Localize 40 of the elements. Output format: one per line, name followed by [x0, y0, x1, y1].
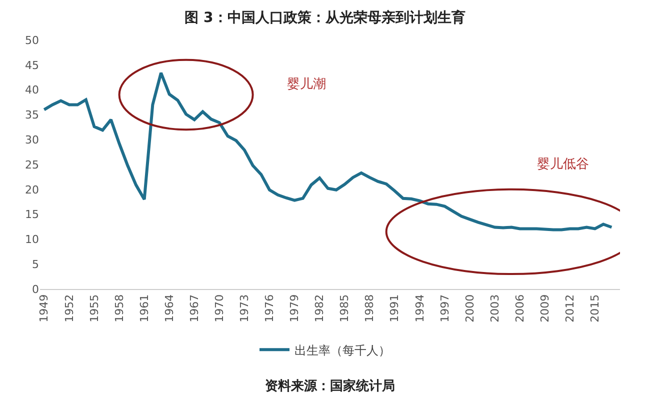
x-tick-label: 1994: [413, 294, 426, 322]
y-tick-label: 35: [25, 108, 39, 122]
x-tick-label: 1979: [288, 294, 302, 322]
y-tick-label: 5: [32, 258, 39, 271]
x-tick-label: 1961: [138, 294, 151, 322]
x-tick-label: 2003: [488, 294, 502, 322]
x-tick-label: 1982: [313, 294, 326, 322]
y-tick-label: 25: [25, 158, 39, 172]
x-tick-label: 1970: [212, 294, 226, 322]
x-tick-label: 1967: [188, 294, 201, 322]
x-tick-label: 1997: [438, 294, 452, 322]
x-tick-label: 1958: [112, 294, 126, 322]
x-tick-label: 1991: [388, 294, 402, 322]
y-tick-label: 20: [25, 183, 39, 196]
x-tick-label: 2015: [588, 294, 602, 322]
x-tick-label: 1949: [38, 294, 51, 322]
x-tick-label: 1964: [162, 294, 176, 322]
x-tick-label: 2009: [538, 294, 552, 322]
x-tick-label: 2006: [513, 294, 526, 322]
x-tick-label: 1973: [238, 294, 252, 322]
y-tick-label: 0: [32, 282, 39, 296]
text: 资料来源：国家统计局: [265, 378, 395, 394]
line-series: [42, 71, 614, 232]
y-tick-label: 15: [25, 208, 39, 222]
x-tick-label: 1985: [338, 294, 352, 322]
x-tick-label: 2012: [564, 294, 577, 322]
y-tick-label: 10: [25, 233, 39, 246]
x-tick-label: 2000: [463, 294, 476, 322]
legend-label: 出生率（每千人）: [294, 343, 390, 358]
x-tick-label: 1952: [62, 294, 76, 322]
y-tick-label: 30: [25, 133, 39, 146]
y-tick-label: 50: [25, 34, 39, 47]
x-tick-label: 1988: [363, 294, 376, 322]
x-tick-label: 1976: [263, 294, 276, 322]
chart-title: 图 3：中国人口政策：从光荣母亲到计划生育: [184, 8, 466, 26]
y-tick-label: 40: [25, 84, 39, 97]
x-tick-label: 1955: [88, 294, 101, 322]
annotation: 婴儿潮: [287, 77, 326, 92]
y-tick-label: 45: [25, 58, 39, 72]
annotation: 婴儿低谷: [537, 157, 589, 172]
